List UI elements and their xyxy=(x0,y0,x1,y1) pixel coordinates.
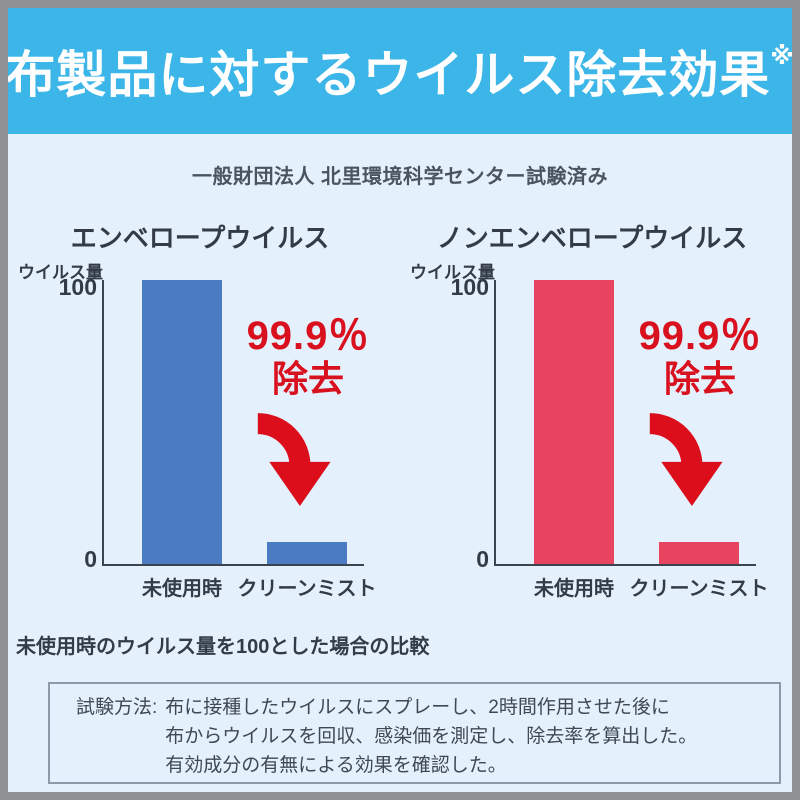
x-label-cleanmist: クリーンミスト xyxy=(629,578,769,600)
removal-word: 除去 xyxy=(663,358,736,399)
removal-rate-callout: 99.9％ 除去 xyxy=(198,313,418,399)
y-axis-line xyxy=(494,280,496,566)
page-title-text: 布製品に対するウイルス除去効果 xyxy=(8,47,771,103)
y-tick-0: 0 xyxy=(84,546,97,572)
test-method-label: 試験方法: xyxy=(76,697,158,718)
bar-cleanmist xyxy=(659,542,739,564)
removal-rate-callout: 99.9％ 除去 xyxy=(590,313,792,399)
footnote-asterisk: ※ xyxy=(770,43,792,70)
y-axis-line xyxy=(102,280,104,566)
chart-title: エンベロープウイルス xyxy=(70,223,330,253)
test-method-line: 布に接種したウイルスにスプレーし、2時間作用させた後に xyxy=(165,697,670,718)
title-banner: 布製品に対するウイルス除去効果※ xyxy=(8,8,792,134)
test-method-line: 有効成分の有無による効果を確認した。 xyxy=(165,755,507,776)
bar-unused xyxy=(534,280,614,564)
chart-envelope-virus: エンベロープウイルス ウイルス量 100 0 99.9％ 除去 未使用時 クリー… xyxy=(16,210,384,610)
test-method-box: 試験方法: 布に接種したウイルスにスプレーし、2時間作用させた後に 布からウイル… xyxy=(48,682,781,784)
page-title: 布製品に対するウイルス除去効果※ xyxy=(8,35,792,107)
y-tick-0: 0 xyxy=(476,546,489,572)
down-arrow-icon xyxy=(257,413,331,506)
removal-rate-value: 99.9％ xyxy=(246,314,370,358)
y-tick-100: 100 xyxy=(450,274,489,300)
test-method-text: 布に接種したウイルスにスプレーし、2時間作用させた後に 布からウイルスを回収、感… xyxy=(165,693,697,780)
chart-non-envelope-virus: ノンエンベロープウイルス ウイルス量 100 0 99.9％ 除去 未使用時 ク… xyxy=(408,210,776,610)
infographic-panel: 布製品に対するウイルス除去効果※ 一般財団法人 北里環境科学センター試験済み エ… xyxy=(8,8,792,792)
test-method-line: 布からウイルスを回収、感染価を測定し、除去率を算出した。 xyxy=(165,726,698,747)
y-axis-label: ウイルス量 xyxy=(410,263,495,282)
bar-cleanmist xyxy=(267,542,347,564)
bar-unused xyxy=(142,280,222,564)
removal-word: 除去 xyxy=(271,358,344,399)
down-arrow-icon xyxy=(649,413,723,506)
x-label-cleanmist: クリーンミスト xyxy=(237,578,377,600)
y-axis-label: ウイルス量 xyxy=(18,263,103,282)
chart-title: ノンエンベロープウイルス xyxy=(436,223,748,253)
removal-rate-value: 99.9％ xyxy=(638,314,762,358)
x-axis-line xyxy=(102,564,364,566)
x-label-unused: 未使用時 xyxy=(142,578,222,600)
x-label-unused: 未使用時 xyxy=(534,578,614,600)
x-axis-line xyxy=(494,564,756,566)
test-certification-subtitle: 一般財団法人 北里環境科学センター試験済み xyxy=(191,166,609,188)
y-tick-100: 100 xyxy=(58,274,97,300)
comparison-note: 未使用時のウイルス量を100とした場合の比較 xyxy=(16,636,430,658)
